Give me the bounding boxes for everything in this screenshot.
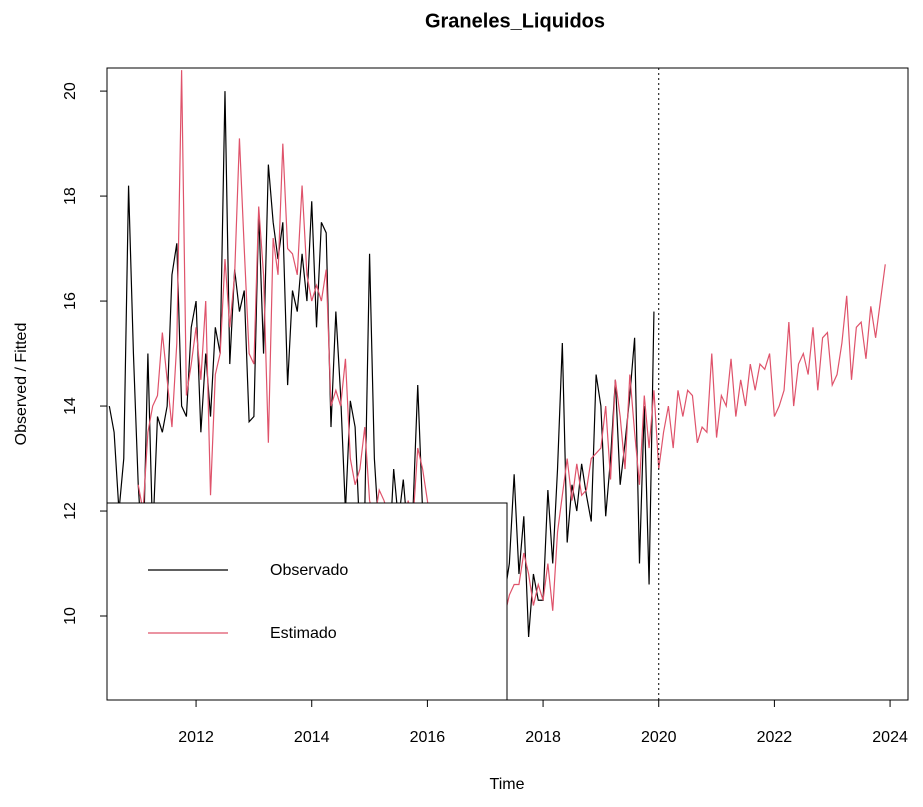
x-tick-label: 2024 — [872, 729, 908, 746]
y-tick-label: 10 — [62, 607, 79, 625]
x-tick-label: 2020 — [641, 729, 677, 746]
y-tick-label: 20 — [62, 82, 79, 100]
y-tick-label: 14 — [62, 397, 79, 415]
x-tick-label: 2018 — [525, 729, 561, 746]
x-tick-label: 2016 — [410, 729, 446, 746]
y-tick-label: 12 — [62, 502, 79, 520]
legend-box — [106, 502, 508, 701]
legend-label: Estimado — [270, 625, 337, 642]
x-axis-label: Time — [490, 776, 525, 793]
y-axis-label: Observed / Fitted — [13, 323, 30, 446]
legend-label: Observado — [270, 562, 348, 579]
series-line — [137, 70, 886, 655]
x-tick-label: 2022 — [757, 729, 793, 746]
plot-frame — [106, 67, 909, 701]
chart-title: Graneles_Liquidos — [425, 10, 605, 32]
y-tick-label: 18 — [62, 187, 79, 205]
x-tick-label: 2012 — [178, 729, 214, 746]
legend: Observado Estimado — [106, 502, 508, 701]
x-tick-label: 2014 — [294, 729, 330, 746]
y-tick-label: 16 — [62, 292, 79, 310]
